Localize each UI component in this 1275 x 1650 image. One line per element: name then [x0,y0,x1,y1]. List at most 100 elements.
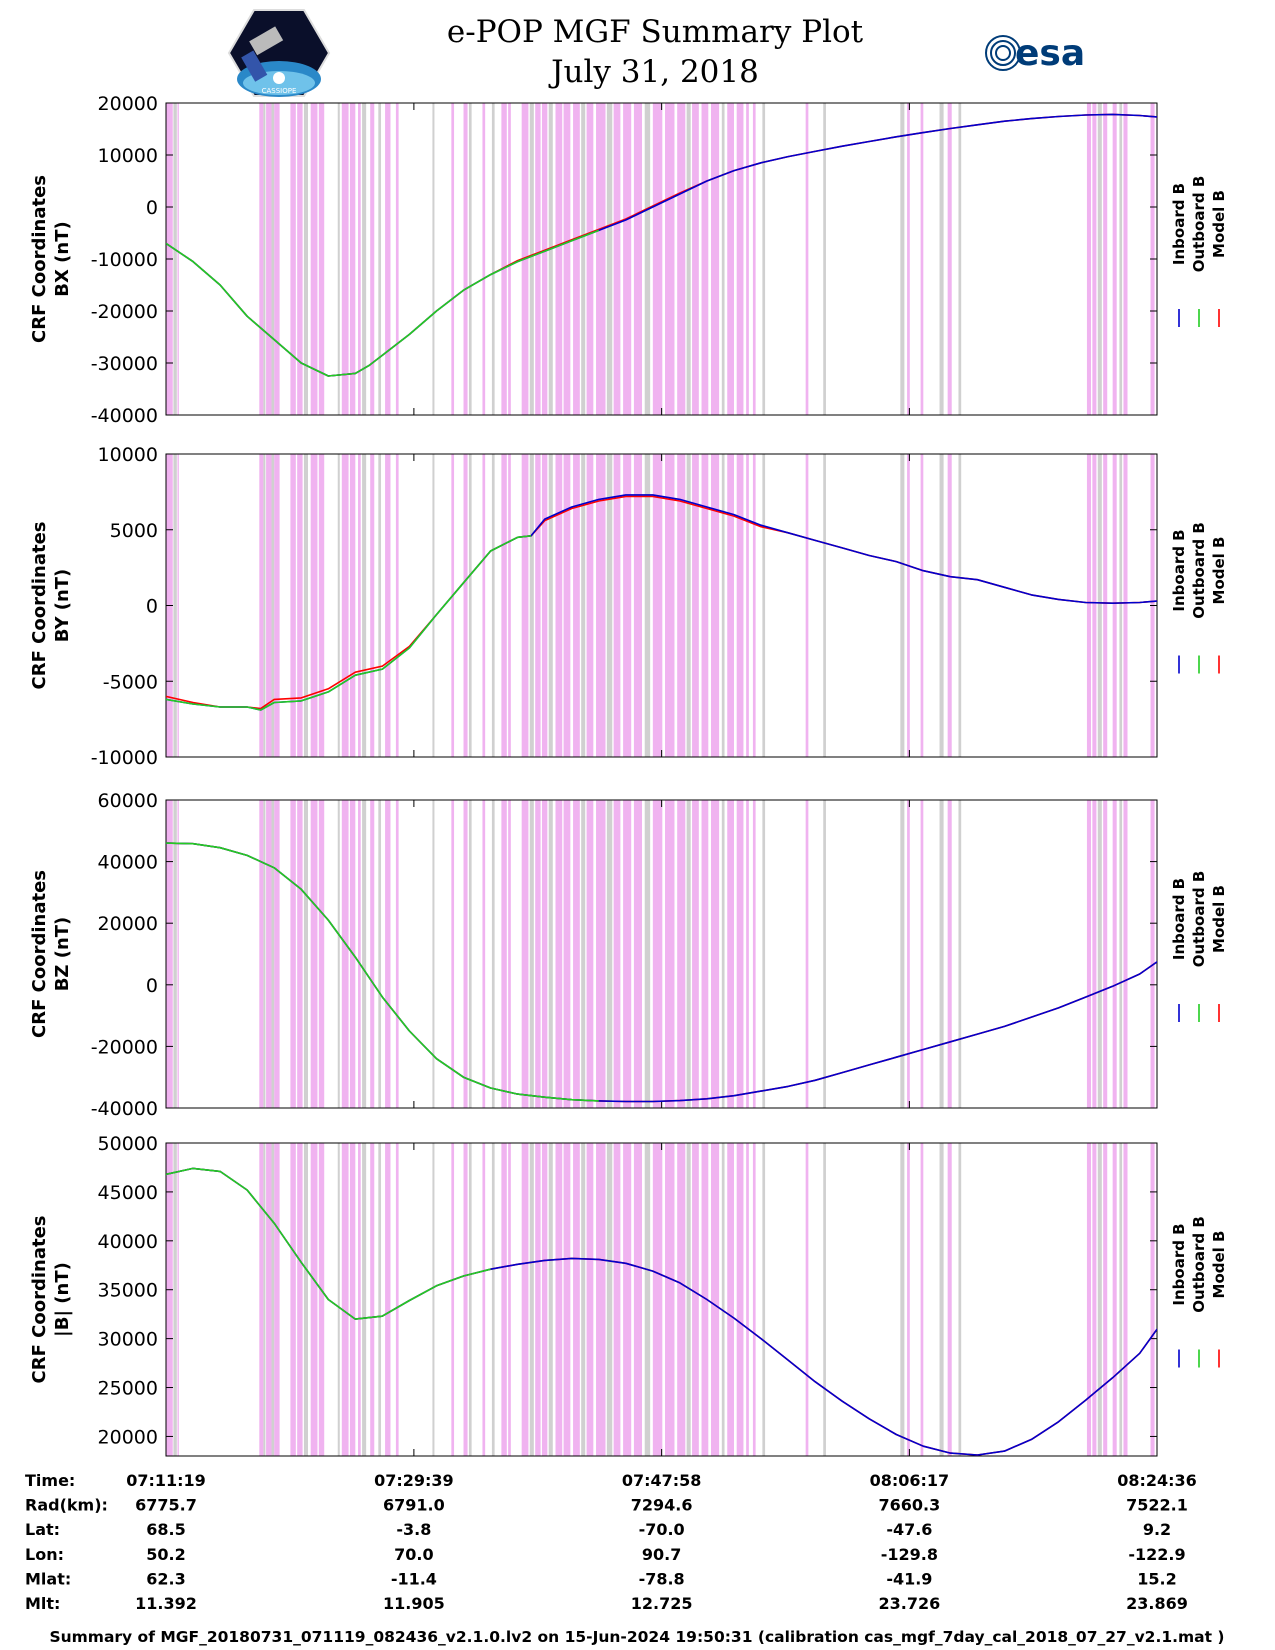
shaded-interval [395,1143,399,1456]
series-group [166,1167,1157,1456]
shaded-interval [274,800,280,1108]
shaded-interval [362,454,367,757]
legend-label: Inboard B [1170,1223,1188,1305]
shaded-interval [341,1143,349,1456]
shaded-interval [665,103,675,415]
shaded-interval [613,103,621,415]
info-cell: 07:29:39 [374,1471,454,1490]
shaded-interval [606,800,613,1108]
info-cell: 7522.1 [1126,1496,1188,1515]
shaded-interval [341,800,349,1108]
series-line-outboard-b [166,842,599,1102]
shaded-interval [535,800,541,1108]
shaded-interval [548,1143,553,1456]
shaded-interval [310,103,318,415]
shaded-interval [692,1143,699,1456]
legend-label: Model B [1210,1231,1228,1299]
shaded-interval [173,454,177,757]
shaded-interval [613,800,621,1108]
series-group [166,113,1157,377]
shaded-interval [920,800,924,1108]
y-tick-label: 40000 [98,852,158,874]
shaded-interval [508,1143,511,1456]
shaded-interval [563,103,571,415]
shaded-interval [613,454,621,757]
shaded-interval [920,454,924,757]
shaded-interval [1097,454,1102,757]
shaded-interval [939,800,944,1108]
shaded-interval [318,1143,325,1456]
shaded-interval [573,454,580,757]
title-line-1: e-POP MGF Summary Plot [447,14,864,50]
shaded-interval [370,103,375,415]
shaded-interval [1086,454,1092,757]
shaded-interval [395,800,399,1108]
series-group [166,842,1157,1103]
shaded-interval [395,103,399,415]
y-tick-label: -30000 [91,353,158,375]
shaded-interval [259,800,264,1108]
info-row-label: Mlat: [25,1569,71,1588]
y-tick-label: -40000 [91,405,158,427]
y-axis-label-line1: CRF Coordinates [29,1216,50,1384]
shaded-interval [746,103,749,415]
shaded-interval [677,1143,686,1456]
shaded-interval [947,1143,952,1456]
shaded-interval [166,800,173,1108]
shaded-interval [358,103,361,415]
shaded-interval [1112,103,1117,415]
shaded-interval [491,454,495,757]
shaded-interval [727,800,734,1108]
y-tick-label: -40000 [91,1098,158,1120]
shaded-interval [290,1143,296,1456]
cassiope-logo: CASSIOPE [227,9,331,97]
legend-label: Inboard B [1170,183,1188,265]
shaded-interval [633,454,643,757]
shaded-interval [805,454,809,757]
shaded-interval [727,454,734,757]
shaded-interval [613,1143,621,1456]
shaded-interval [362,103,367,415]
info-cell: 07:11:19 [126,1471,206,1490]
shaded-interval [1112,800,1117,1108]
shaded-interval [958,103,962,415]
shaded-interval [468,103,472,415]
shaded-interval [463,1143,468,1456]
y-tick-label: 20000 [98,913,158,935]
shaded-interval [508,454,511,757]
info-cell: -129.8 [881,1545,938,1564]
info-cell: 11.905 [383,1594,445,1613]
shaded-interval [555,800,563,1108]
shaded-interval [318,103,325,415]
shaded-interval [266,1143,272,1456]
shaded-interval [529,800,534,1108]
shaded-interval [310,800,318,1108]
shaded-interval [652,800,663,1108]
shaded-interval [491,1143,495,1456]
shaded-interval [633,103,643,415]
shaded-interval [947,800,952,1108]
shaded-interval [349,1143,356,1456]
y-axis-label-line2: BX (nT) [52,221,73,296]
info-row-label: Time: [25,1471,75,1490]
shaded-interval [805,800,809,1108]
shaded-interval [508,800,511,1108]
shaded-interval [581,800,586,1108]
shaded-interval [736,800,744,1108]
shaded-interval [370,454,375,757]
shaded-interval [290,103,296,415]
series-group [166,494,1157,711]
shaded-interval [318,454,325,757]
shaded-interval [548,454,553,757]
shaded-interval [1123,800,1128,1108]
shaded-interval [746,454,749,757]
shaded-interval [762,1143,766,1456]
shaded-interval [947,103,952,415]
shaded-interval [259,103,264,415]
shaded-interval [1086,800,1092,1108]
shaded-interval [468,454,472,757]
shaded-interval [900,800,905,1108]
shaded-interval [563,1143,571,1456]
y-tick-label: 20000 [98,93,158,115]
